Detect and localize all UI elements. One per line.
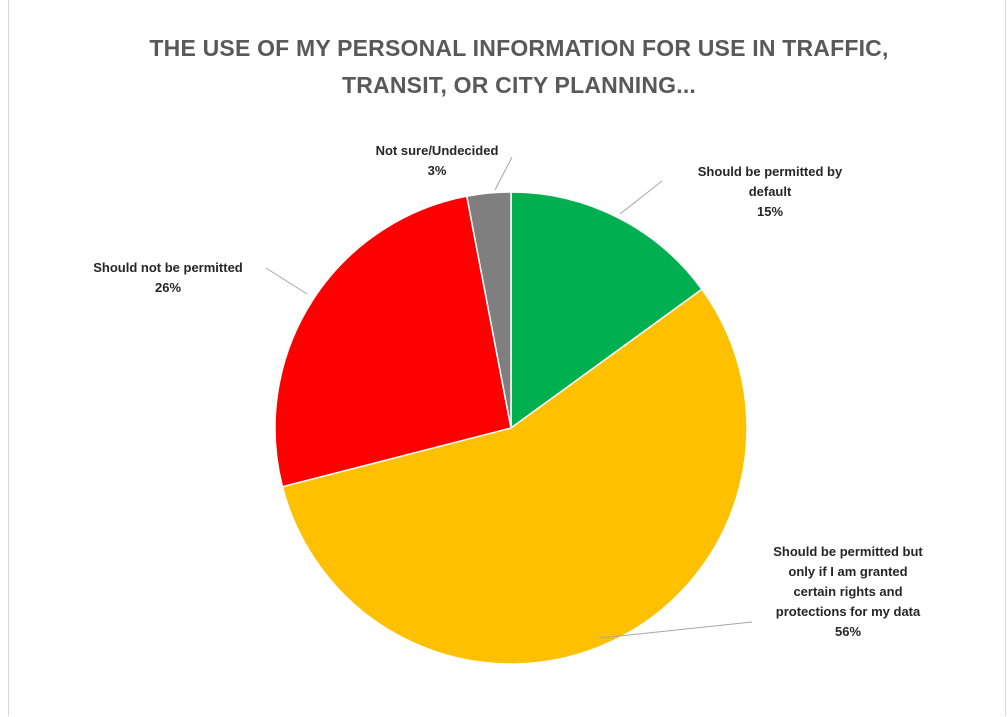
leader-line-3 [265,267,308,295]
slice-label-4: Not sure/Undecided 3% [376,143,499,178]
pie-slice-2 [281,288,748,665]
slice-value-label: 3% [428,163,447,178]
slice-label-line: only if I am granted [788,564,907,579]
slice-label-2: Should be permitted but only if I am gran… [773,544,923,639]
slice-label-line: certain rights and [793,584,902,599]
leader-line-2 [599,621,753,639]
chart-title-line-2: TRANSIT, OR CITY PLANNING... [341,72,697,98]
chart-title-line-1: THE USE OF MY PERSONAL INFORMATION FOR U… [149,35,889,61]
slice-value-label: 15% [757,204,783,219]
slice-label-line: Should not be permitted [93,260,243,275]
slice-label-3: Should not be permitted 26% [93,260,243,295]
pie-slice-4 [465,191,512,429]
slice-label-line: Not sure/Undecided [376,143,499,158]
pie-slice-1 [510,191,703,430]
slice-label-1: Should be permitted by default 15% [698,164,843,219]
leader-line-4 [494,156,513,191]
slice-label-line: Should be permitted but [773,544,923,559]
slice-value-label: 26% [155,280,181,295]
pie-slice-3 [274,195,512,488]
chart-title: THE USE OF MY PERSONAL INFORMATION FOR U… [69,30,969,104]
slice-label-line: default [749,184,792,199]
leader-line-1 [619,180,663,215]
slice-label-line: protections for my data [776,604,921,619]
slice-value-label: 56% [835,624,861,639]
slice-label-line: Should be permitted by [698,164,843,179]
